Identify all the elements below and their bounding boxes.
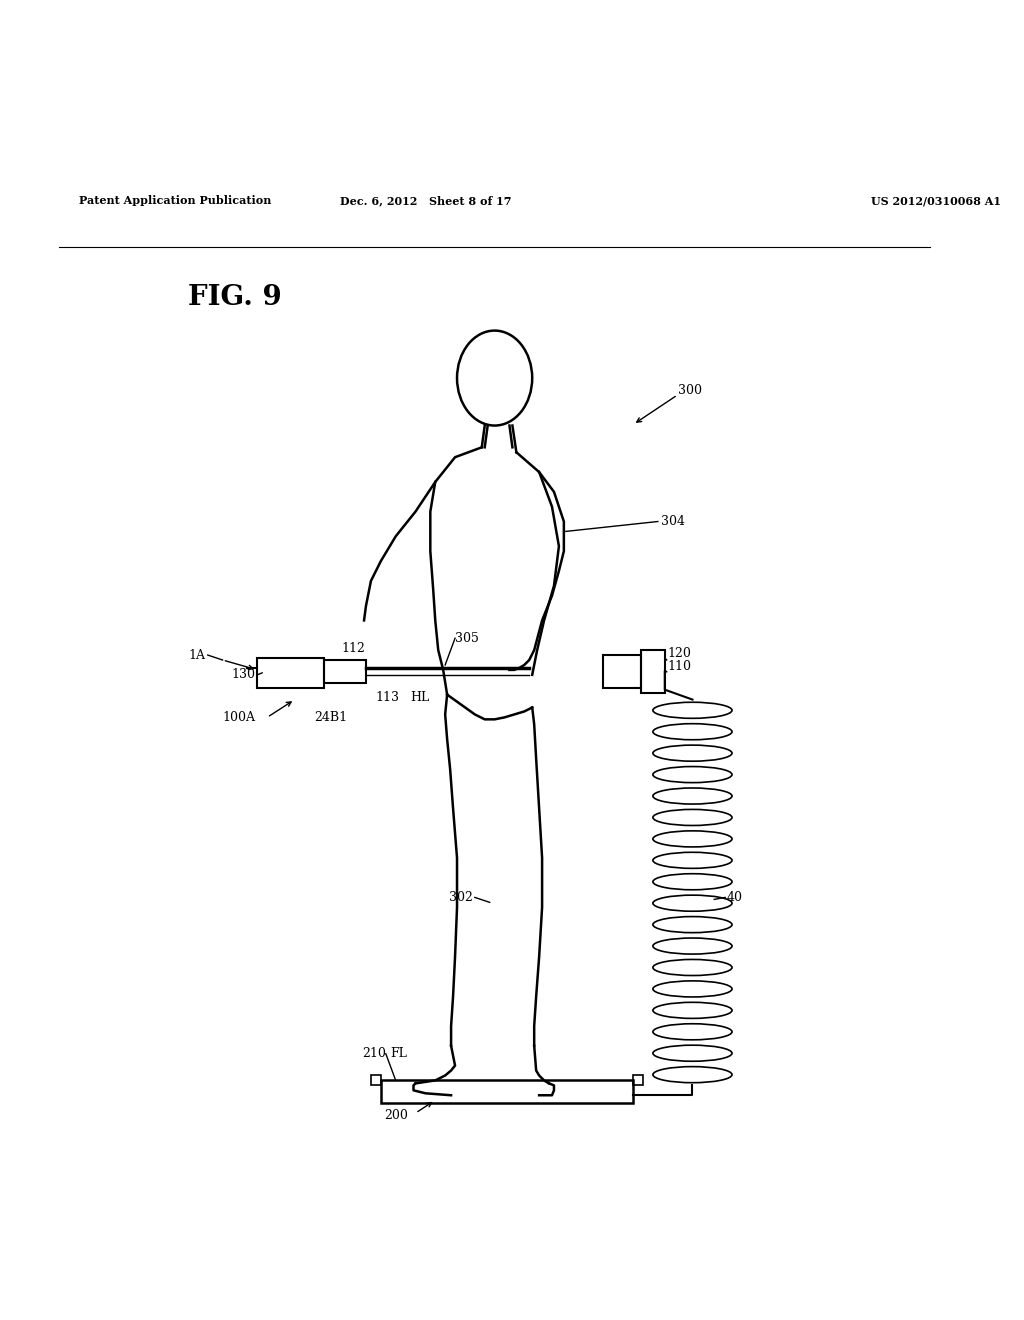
Text: US 2012/0310068 A1: US 2012/0310068 A1 [870,195,1000,206]
Bar [257,659,325,688]
Text: 200: 200 [384,1109,408,1122]
Text: 40: 40 [727,891,743,904]
Text: 120: 120 [668,647,691,660]
Text: Dec. 6, 2012   Sheet 8 of 17: Dec. 6, 2012 Sheet 8 of 17 [340,195,511,206]
Text: 305: 305 [455,632,479,644]
Text: 1A: 1A [188,648,206,661]
Text: 100A: 100A [222,711,255,723]
Bar [371,1076,381,1085]
Bar [633,1076,643,1085]
Text: 112: 112 [341,642,366,655]
Bar [381,1081,633,1104]
Text: 113: 113 [376,692,400,704]
Text: FL: FL [391,1047,408,1060]
Text: FIG. 9: FIG. 9 [188,284,282,312]
Text: 110: 110 [668,660,692,673]
Bar [641,651,665,693]
Text: Patent Application Publication: Patent Application Publication [79,195,271,206]
Bar [603,655,641,688]
Text: 210: 210 [361,1047,386,1060]
Text: 24B1: 24B1 [314,711,348,723]
Text: 300: 300 [678,384,701,397]
Bar [325,660,366,682]
Text: 130: 130 [231,668,255,681]
Text: 302: 302 [449,891,473,904]
Text: HL: HL [411,692,430,704]
Text: 304: 304 [660,515,685,528]
